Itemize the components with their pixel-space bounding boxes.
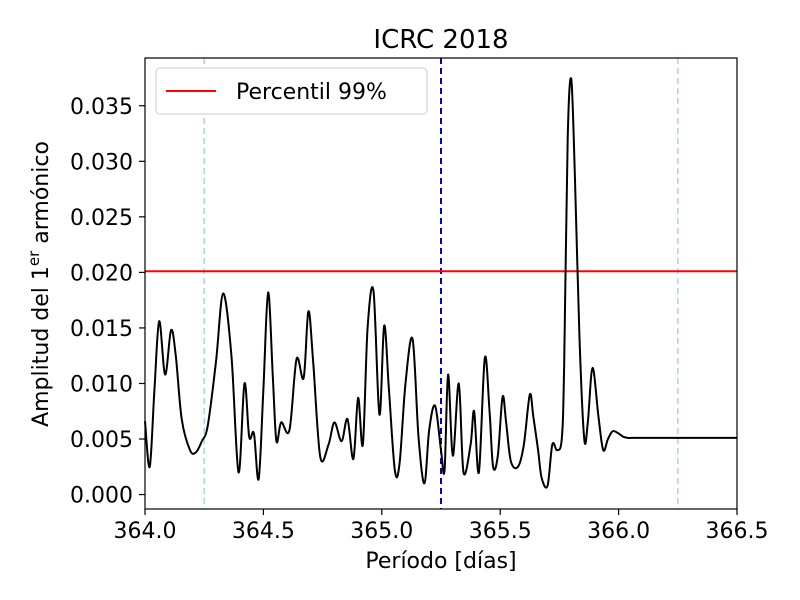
x-tick-label: 364.0 — [114, 519, 177, 544]
chart-title: ICRC 2018 — [373, 25, 508, 55]
series-line — [144, 77, 737, 489]
x-tick-label: 365.0 — [350, 519, 413, 544]
x-tick-label: 366.5 — [706, 519, 769, 544]
y-tick-label: 0.030 — [70, 150, 133, 175]
y-tick-label: 0.015 — [70, 317, 133, 342]
plot-area — [144, 57, 738, 510]
reference-lines — [203, 58, 679, 509]
x-axis: 364.0 364.5 365.0 365.5 366.0 366.5 — [114, 509, 769, 544]
y-axis-label: Amplitud del 1er armónico — [25, 141, 54, 427]
x-tick-label: 365.5 — [469, 519, 532, 544]
y-axis-label-superscript: er — [25, 250, 43, 266]
y-axis-label-suffix: armónico — [29, 141, 54, 251]
y-tick-label: 0.005 — [70, 428, 133, 453]
legend: Percentil 99% — [155, 67, 428, 115]
y-tick-label: 0.020 — [70, 261, 133, 286]
y-axis-label-prefix: Amplitud del 1 — [29, 266, 54, 427]
x-axis-label: Período [días] — [365, 549, 516, 574]
y-tick-label: 0.000 — [70, 484, 133, 509]
x-tick-label: 364.5 — [232, 519, 295, 544]
y-tick-label: 0.025 — [70, 206, 133, 231]
legend-box — [155, 67, 428, 115]
y-tick-label: 0.035 — [70, 95, 133, 120]
plot-frame — [144, 57, 738, 510]
y-tick-label: 0.010 — [70, 372, 133, 397]
legend-label: Percentil 99% — [236, 80, 387, 105]
x-tick-label: 366.0 — [587, 519, 650, 544]
y-axis: 0.000 0.005 0.010 0.015 0.020 0.025 0.030 0.035 — [70, 95, 145, 509]
